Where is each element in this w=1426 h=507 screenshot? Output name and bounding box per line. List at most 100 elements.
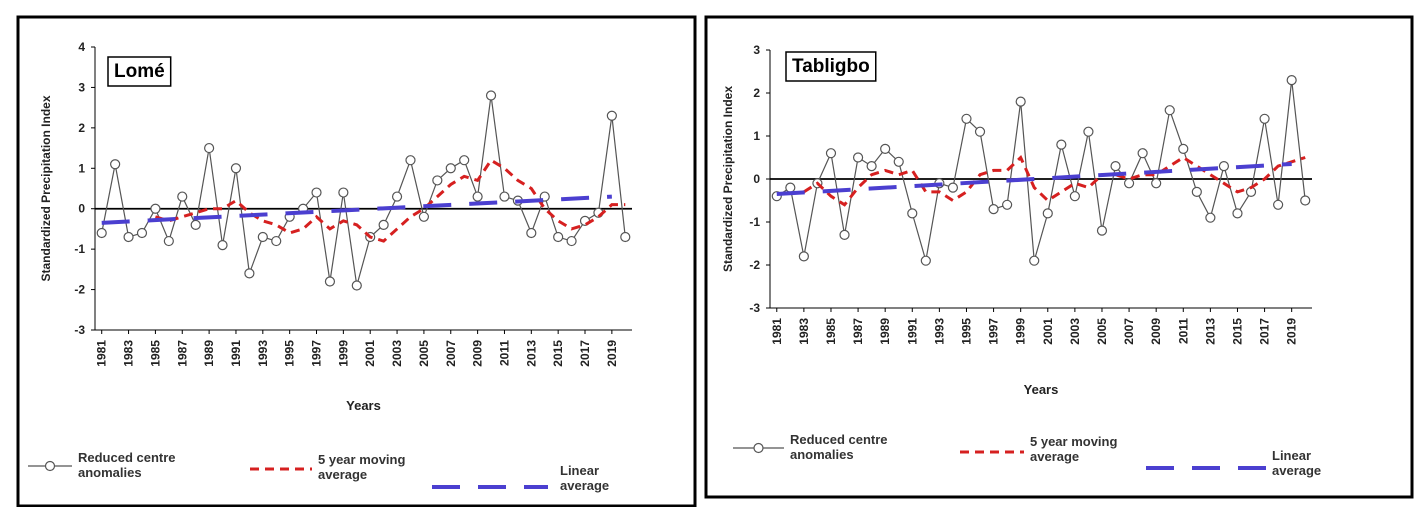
data-point — [177, 191, 188, 202]
legend-label: Reduced centre anomalies — [78, 450, 176, 480]
x-tick-label: 1995 — [959, 318, 973, 345]
legend-label: Linear average — [560, 463, 610, 493]
data-point — [244, 268, 255, 279]
x-tick-label: 1987 — [175, 340, 189, 367]
data-point — [620, 231, 631, 243]
panel-frame — [704, 15, 1414, 499]
data-point — [893, 156, 904, 167]
legend-label: Linear average — [1272, 448, 1322, 478]
data-point — [1015, 96, 1026, 107]
x-tick-label: 1983 — [122, 340, 136, 367]
data-point — [351, 280, 362, 291]
data-point — [472, 191, 483, 202]
y-tick-label: -1 — [749, 215, 760, 229]
data-point — [852, 152, 864, 163]
data-point — [1002, 199, 1013, 210]
data-point — [324, 276, 336, 287]
series-line — [101, 95, 626, 286]
x-tick-label: 1983 — [797, 318, 811, 345]
data-point — [418, 211, 430, 222]
panel-frame — [16, 15, 697, 507]
x-tick-label: 1993 — [256, 340, 270, 367]
data-point — [1056, 139, 1067, 150]
legend-marker — [44, 460, 56, 472]
series-line — [154, 158, 626, 243]
data-point — [1069, 191, 1080, 202]
legend-label: 5 year moving average — [318, 452, 406, 482]
data-point — [1110, 161, 1121, 172]
data-point — [230, 163, 242, 174]
x-tick-label: 2011 — [497, 340, 511, 366]
y-tick-label: 1 — [78, 161, 85, 175]
x-tick-label: 2001 — [1041, 318, 1055, 345]
x-tick-label: 2019 — [1285, 318, 1299, 345]
x-tick-label: 1997 — [987, 318, 1001, 345]
data-point — [1096, 225, 1108, 236]
series-line — [776, 80, 1306, 261]
x-tick-label: 2005 — [1095, 318, 1109, 345]
data-point — [257, 231, 268, 243]
x-tick-label: 2007 — [1122, 318, 1136, 345]
y-tick-label: -2 — [749, 258, 760, 272]
x-tick-label: 2013 — [1203, 318, 1217, 345]
data-point — [123, 231, 134, 243]
x-tick-label: 1989 — [878, 318, 892, 345]
x-tick-label: 2017 — [1258, 318, 1272, 345]
data-point — [1151, 178, 1162, 189]
x-tick-label: 1991 — [229, 340, 243, 367]
data-point — [459, 155, 470, 166]
y-axis-label: Standardized Precipitation Index — [39, 95, 53, 281]
data-point — [499, 191, 510, 202]
x-tick-label: 2009 — [471, 340, 485, 367]
data-point — [920, 255, 931, 266]
y-tick-label: 2 — [753, 86, 760, 100]
data-point — [190, 219, 201, 230]
data-point — [1205, 212, 1216, 223]
x-tick-label: 2013 — [524, 340, 538, 367]
x-tick-label: 2005 — [417, 340, 431, 367]
data-point — [1191, 186, 1202, 197]
y-tick-label: 2 — [78, 121, 85, 135]
x-tick-label: 1995 — [283, 340, 297, 367]
data-point — [907, 208, 918, 219]
x-tick-label: 2003 — [1068, 318, 1082, 345]
data-point — [974, 126, 986, 137]
data-point — [1286, 74, 1297, 86]
series-line — [803, 154, 1306, 207]
y-tick-label: -1 — [74, 242, 85, 256]
series-line — [101, 194, 612, 225]
legend-label: 5 year moving average — [1030, 434, 1118, 464]
x-tick-label: 1985 — [148, 340, 162, 367]
data-point — [839, 229, 850, 240]
data-point — [1123, 178, 1135, 189]
data-point — [1259, 113, 1270, 124]
data-point — [163, 235, 174, 247]
x-tick-label: 2011 — [1176, 318, 1190, 344]
data-point — [1178, 143, 1189, 154]
data-point — [110, 159, 121, 170]
data-point — [1029, 255, 1040, 266]
data-point — [338, 187, 349, 198]
data-point — [825, 148, 837, 159]
title-box — [107, 56, 172, 87]
data-point — [485, 90, 497, 101]
x-tick-label: 1999 — [336, 340, 350, 367]
x-tick-label: 1985 — [824, 318, 838, 345]
x-tick-label: 1999 — [1014, 318, 1028, 345]
data-point — [445, 163, 456, 174]
x-tick-label: 2015 — [1230, 318, 1244, 345]
x-tick-label: 1991 — [905, 318, 919, 345]
data-point — [1300, 195, 1311, 206]
data-point — [1137, 148, 1148, 159]
x-tick-label: 2019 — [605, 340, 619, 367]
x-tick-label: 1997 — [310, 340, 324, 367]
data-point — [1218, 161, 1230, 172]
data-point — [606, 110, 617, 121]
data-point — [217, 240, 228, 251]
title-box — [785, 51, 877, 82]
data-point — [1273, 199, 1284, 210]
data-point — [553, 231, 564, 243]
data-point — [1232, 208, 1243, 219]
data-point — [1164, 105, 1175, 116]
